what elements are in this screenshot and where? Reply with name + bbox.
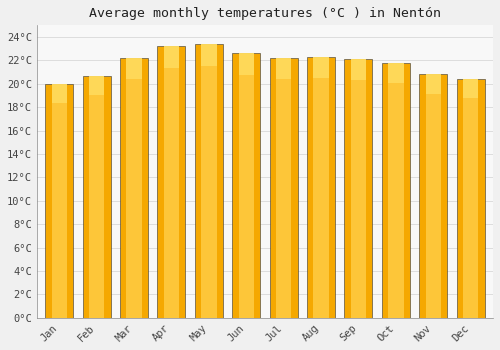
Bar [350,59,366,80]
Bar [45,84,74,318]
Bar [82,76,110,318]
Bar [276,58,291,79]
Bar [426,75,441,94]
Bar [52,84,67,103]
Bar [126,58,142,318]
Bar [158,46,186,318]
Bar [164,46,179,318]
Bar [388,63,404,83]
Bar [126,58,142,79]
Bar [382,63,410,318]
Bar [463,79,478,98]
Bar [344,59,372,318]
Bar [426,75,441,318]
Title: Average monthly temperatures (°C ) in Nentón: Average monthly temperatures (°C ) in Ne… [89,7,441,20]
Bar [276,58,291,318]
Bar [456,79,484,318]
Bar [89,76,104,95]
Bar [238,53,254,75]
Bar [52,84,67,318]
Bar [238,53,254,318]
Bar [307,57,335,318]
Bar [388,63,404,318]
Bar [232,53,260,318]
Bar [314,57,328,78]
Bar [314,57,328,318]
Bar [463,79,478,318]
Bar [270,58,297,318]
Bar [201,44,216,318]
Bar [201,44,216,66]
Bar [120,58,148,318]
Bar [164,46,179,68]
Bar [419,75,447,318]
Bar [195,44,223,318]
Bar [89,76,104,318]
Bar [350,59,366,318]
